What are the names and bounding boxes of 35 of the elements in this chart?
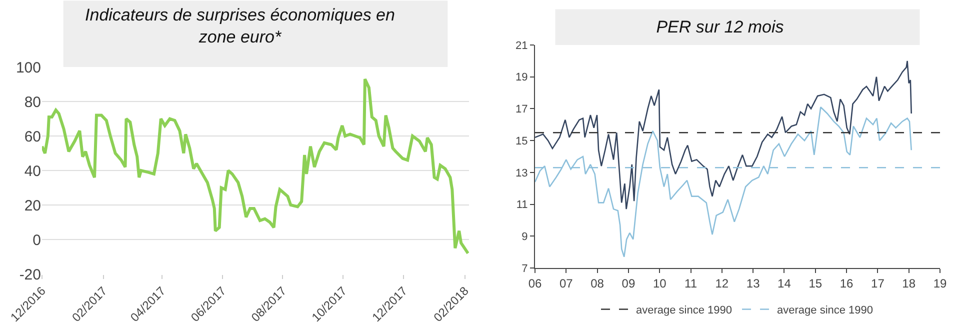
x-tick-label: 06 bbox=[528, 276, 542, 290]
x-tick-label: 13 bbox=[746, 276, 760, 290]
y-tick-label: 15 bbox=[516, 135, 528, 148]
y-tick-label: 20 bbox=[24, 197, 41, 214]
x-tick-label: 08 bbox=[590, 276, 604, 290]
y-tick-label: 9 bbox=[522, 230, 528, 243]
y-tick-label: 100 bbox=[16, 59, 41, 76]
y-tick-label: 13 bbox=[516, 167, 528, 180]
y-tick-label: 19 bbox=[516, 72, 528, 84]
legend-label: average since 1990 bbox=[636, 304, 732, 317]
x-tick-label: 10 bbox=[652, 276, 667, 290]
x-tick-label: 09 bbox=[622, 276, 636, 290]
chart-title: PER sur 12 mois bbox=[656, 17, 784, 36]
chart-title: Indicateurs de surprises économiques en zone euro* bbox=[85, 5, 395, 46]
y-tick-label: 17 bbox=[516, 104, 528, 116]
x-tick-label: 07 bbox=[559, 276, 574, 290]
x-tick-label: 14 bbox=[778, 276, 792, 290]
x-tick-label: 16 bbox=[840, 276, 854, 290]
x-tick-label: 15 bbox=[808, 276, 822, 290]
y-tick-label: 80 bbox=[24, 94, 41, 111]
x-tick-label: 18 bbox=[902, 276, 916, 290]
y-tick-label: 40 bbox=[24, 162, 41, 180]
x-tick-label: 17 bbox=[871, 276, 885, 290]
x-tick-label: 12 bbox=[715, 276, 729, 290]
y-tick-label: 11 bbox=[516, 199, 528, 212]
y-tick-label: 0 bbox=[32, 232, 41, 249]
x-tick-label: 19 bbox=[933, 276, 947, 290]
y-tick-label: 7 bbox=[522, 262, 528, 275]
legend-label: average since 1990 bbox=[777, 304, 874, 317]
y-tick-label: -20 bbox=[19, 266, 41, 284]
y-tick-label: 21 bbox=[516, 40, 528, 52]
line-series bbox=[42, 78, 469, 255]
line-series bbox=[535, 60, 912, 210]
y-tick-label: 60 bbox=[24, 128, 41, 146]
x-tick-label: 11 bbox=[684, 276, 698, 290]
